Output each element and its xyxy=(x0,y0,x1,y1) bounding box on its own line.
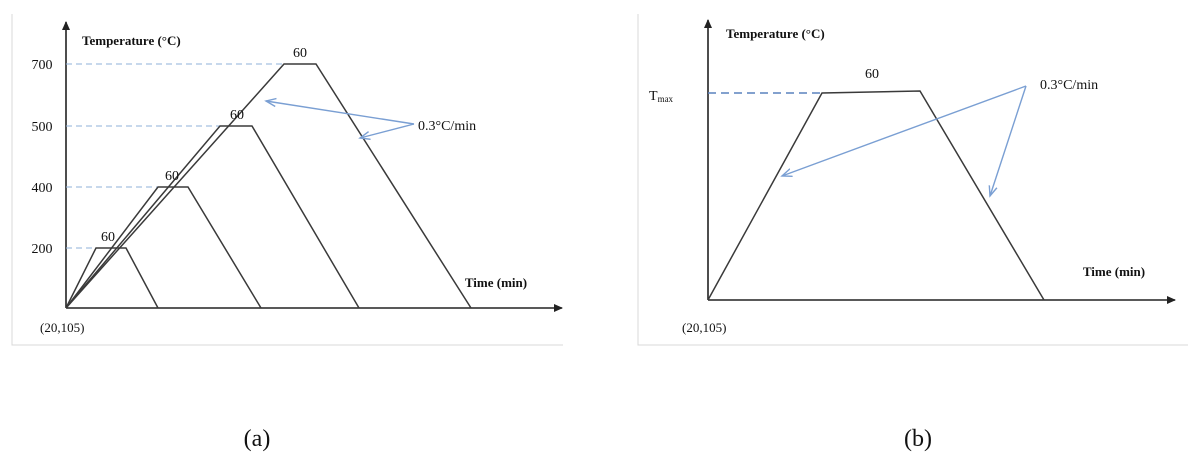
caption-a: (a) xyxy=(244,426,271,452)
panel-a-x-axis-label: Time (min) xyxy=(465,275,527,290)
panel-b-rate-arrow-heating xyxy=(782,85,1027,176)
panel-b-profile xyxy=(707,90,1045,301)
panel-a-rate-arrow-cooling xyxy=(360,123,415,138)
panel-b-rate-label: 0.3°C/min xyxy=(1040,78,1098,93)
panel-b-x-axis-label: Time (min) xyxy=(1083,264,1145,279)
panel-a-y-axis-label: Temperature (°C) xyxy=(82,33,181,48)
panel-a-hold-400: 60 xyxy=(165,169,179,184)
panel-a-rate-label: 0.3°C/min xyxy=(418,119,476,134)
panel-a-profile-700 xyxy=(65,63,472,309)
panel-a-profile-400 xyxy=(65,186,262,309)
panel-b: Temperature (°C) Time (min) (20,105) Tma… xyxy=(637,14,1188,346)
panel-a-frame xyxy=(11,14,563,346)
panel-b-tmax-label: Tmax xyxy=(649,89,674,104)
panel-a-y-tick-700: 700 xyxy=(32,58,53,73)
panel-a-y-tick-200: 200 xyxy=(32,242,53,257)
panel-a-y-tick-400: 400 xyxy=(32,181,53,196)
panel-a: Temperature (°C) Time (min) (20,105) 200… xyxy=(11,14,563,346)
panel-a-origin-label: (20,105) xyxy=(40,320,84,335)
panel-a-profile-500 xyxy=(65,125,360,309)
panel-a-hold-500: 60 xyxy=(230,108,244,123)
panel-b-frame xyxy=(637,14,1188,346)
panel-a-rate-arrow-heating xyxy=(266,101,415,125)
panel-a-hold-700: 60 xyxy=(293,46,307,61)
panel-a-hold-200: 60 xyxy=(101,230,115,245)
panel-a-y-tick-500: 500 xyxy=(32,120,53,135)
panel-b-y-axis-label: Temperature (°C) xyxy=(726,26,825,41)
panel-b-rate-arrow-cooling xyxy=(990,85,1027,196)
caption-b: (b) xyxy=(904,426,932,452)
panel-b-origin-label: (20,105) xyxy=(682,320,726,335)
panel-b-hold: 60 xyxy=(865,67,879,82)
